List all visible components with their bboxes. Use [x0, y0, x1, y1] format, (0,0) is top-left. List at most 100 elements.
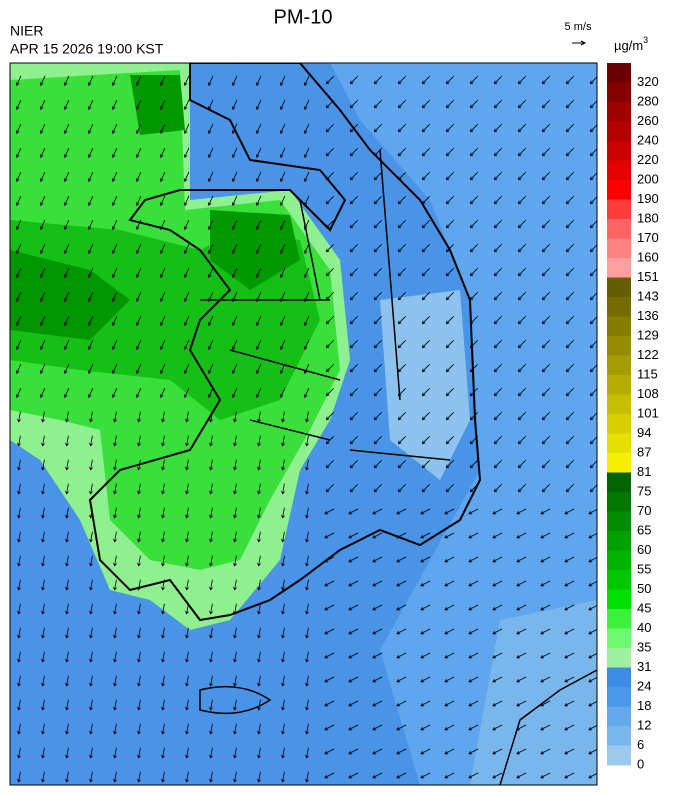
wind-arrow — [372, 532, 383, 539]
wind-arrow — [494, 172, 502, 180]
color-swatch — [607, 82, 631, 103]
wind-arrow — [422, 244, 430, 252]
wind-arrow — [468, 508, 479, 515]
wind-arrowhead — [421, 320, 426, 325]
wind-arrowhead — [588, 726, 592, 731]
wind-arrow — [162, 651, 165, 662]
wind-arrow — [18, 699, 21, 710]
wind-arrowhead — [15, 322, 20, 326]
wind-arrowhead — [113, 418, 117, 423]
wind-arrow — [114, 555, 117, 566]
wind-arrow — [160, 123, 166, 134]
wind-arrow — [468, 700, 479, 707]
wind-arrowhead — [541, 392, 546, 397]
wind-arrow — [444, 604, 455, 611]
color-swatch — [607, 570, 631, 590]
wind-arrowhead — [589, 488, 594, 493]
wind-arrow — [258, 675, 261, 686]
wind-arrow — [256, 291, 262, 302]
wind-arrow — [186, 603, 189, 614]
wind-arrowhead — [469, 272, 474, 277]
wind-arrow — [210, 579, 213, 590]
wind-arrowhead — [325, 272, 330, 277]
wind-arrow — [470, 412, 478, 420]
wind-arrow — [374, 436, 382, 444]
wind-arrowhead — [63, 346, 68, 350]
wind-arrowhead — [396, 726, 400, 731]
wind-arrowhead — [565, 104, 570, 109]
wind-arrow — [90, 723, 93, 734]
wind-arrow — [398, 76, 406, 84]
wind-arrow — [256, 243, 262, 254]
color-swatch — [607, 297, 631, 317]
wind-arrow — [282, 555, 285, 566]
wind-arrow — [422, 172, 430, 180]
wind-arrowhead — [17, 706, 21, 711]
wind-arrow — [90, 651, 93, 662]
wind-arrowhead — [445, 104, 450, 109]
wind-arrowhead — [396, 534, 400, 539]
wind-arrowhead — [39, 250, 44, 254]
wind-arrow — [566, 196, 574, 204]
colorbar-label: 136 — [637, 308, 659, 323]
wind-arrowhead — [137, 562, 141, 567]
wind-arrowhead — [39, 394, 44, 398]
wind-arrow — [494, 412, 502, 420]
wind-arrow — [398, 436, 406, 444]
wind-arrow — [564, 700, 575, 707]
wind-arrow — [210, 531, 213, 542]
wind-arrowhead — [445, 224, 450, 229]
wind-arrowhead — [325, 440, 330, 445]
wind-arrow — [66, 507, 69, 518]
wind-arrowhead — [63, 130, 68, 134]
color-swatch — [607, 628, 631, 649]
wind-arrowhead — [305, 586, 309, 591]
wind-arrow — [210, 627, 213, 638]
wind-arrowhead — [517, 320, 522, 325]
wind-arrow — [280, 219, 286, 230]
wind-arrowhead — [41, 658, 45, 663]
wind-arrow — [470, 172, 478, 180]
wind-arrowhead — [87, 250, 92, 254]
wind-arrow — [542, 76, 550, 84]
wind-arrow — [566, 436, 574, 444]
wind-arrowhead — [445, 488, 450, 493]
wind-arrow — [66, 675, 69, 686]
wind-arrowhead — [517, 200, 522, 205]
wind-arrow — [138, 771, 141, 782]
wind-arrow — [234, 555, 237, 566]
wind-arrowhead — [233, 634, 237, 639]
wind-arrowhead — [305, 634, 309, 639]
wind-arrow — [398, 484, 406, 492]
wind-arrow — [162, 507, 165, 518]
wind-arrow — [422, 316, 430, 324]
wind-arrowhead — [516, 774, 520, 779]
wind-arrowhead — [420, 630, 424, 635]
wind-arrow — [446, 388, 454, 396]
wind-arrow — [518, 220, 526, 228]
wind-arrowhead — [589, 152, 594, 157]
wind-arrow — [516, 772, 527, 779]
wind-arrow — [18, 435, 21, 446]
wind-arrow — [372, 604, 383, 611]
wind-arrowhead — [372, 606, 376, 611]
wind-arrowhead — [183, 202, 188, 206]
wind-arrow — [470, 388, 478, 396]
wind-arrowhead — [516, 702, 520, 707]
wind-arrowhead — [540, 750, 544, 755]
wind-arrowhead — [89, 730, 93, 735]
wind-arrow — [258, 771, 261, 782]
wind-arrow — [350, 364, 358, 372]
wind-arrow — [184, 243, 190, 254]
wind-arrow — [350, 412, 358, 420]
wind-arrowhead — [349, 488, 354, 493]
wind-arrow — [138, 747, 141, 758]
wind-arrow — [16, 147, 22, 158]
wind-arrowhead — [281, 514, 285, 519]
wind-arrowhead — [113, 490, 117, 495]
wind-arrow — [18, 771, 21, 782]
wind-arrow — [160, 147, 166, 158]
wind-arrowhead — [541, 464, 546, 469]
wind-arrowhead — [493, 464, 498, 469]
wind-arrow — [374, 388, 382, 396]
